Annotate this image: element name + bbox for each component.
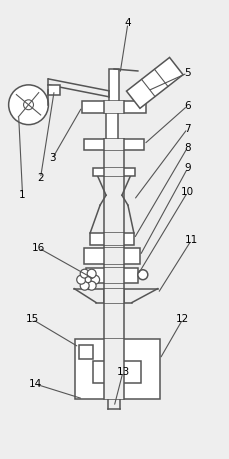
Bar (82, 101, 146, 113)
Bar (93, 361, 115, 383)
Bar (104, 168, 124, 176)
Bar (109, 69, 119, 101)
Bar (79, 345, 93, 359)
Text: 2: 2 (37, 174, 44, 183)
Bar (104, 139, 124, 151)
Text: 10: 10 (181, 187, 194, 197)
Text: 9: 9 (184, 163, 191, 174)
Bar (86, 268, 138, 283)
Circle shape (9, 85, 48, 125)
Bar (126, 57, 183, 108)
Circle shape (80, 269, 89, 278)
Text: 8: 8 (184, 142, 191, 152)
Text: 3: 3 (49, 153, 56, 163)
Bar (84, 139, 144, 151)
Bar (84, 248, 140, 264)
Text: 11: 11 (185, 235, 198, 245)
Text: 16: 16 (32, 243, 45, 253)
Text: 14: 14 (29, 379, 42, 389)
Circle shape (87, 269, 96, 278)
Circle shape (87, 281, 96, 290)
Circle shape (138, 270, 148, 280)
Text: 7: 7 (184, 123, 191, 134)
Bar (75, 339, 160, 399)
Bar (104, 268, 124, 283)
Bar (104, 101, 124, 113)
Text: 12: 12 (176, 314, 189, 325)
Text: 6: 6 (184, 101, 191, 111)
Bar (106, 111, 118, 139)
Bar (104, 289, 124, 302)
Circle shape (80, 281, 89, 290)
Text: 4: 4 (125, 18, 131, 28)
Text: 15: 15 (26, 314, 39, 325)
Bar (93, 168, 135, 176)
Text: 1: 1 (19, 190, 26, 200)
Circle shape (85, 277, 91, 283)
Bar (90, 233, 134, 245)
Circle shape (77, 275, 86, 284)
Bar (48, 85, 60, 95)
Bar (104, 248, 124, 264)
Circle shape (24, 100, 33, 110)
Bar (119, 361, 141, 383)
Text: 5: 5 (184, 68, 191, 78)
Bar (104, 339, 124, 399)
Bar (104, 233, 124, 245)
Circle shape (91, 275, 100, 284)
Text: 13: 13 (116, 367, 130, 377)
